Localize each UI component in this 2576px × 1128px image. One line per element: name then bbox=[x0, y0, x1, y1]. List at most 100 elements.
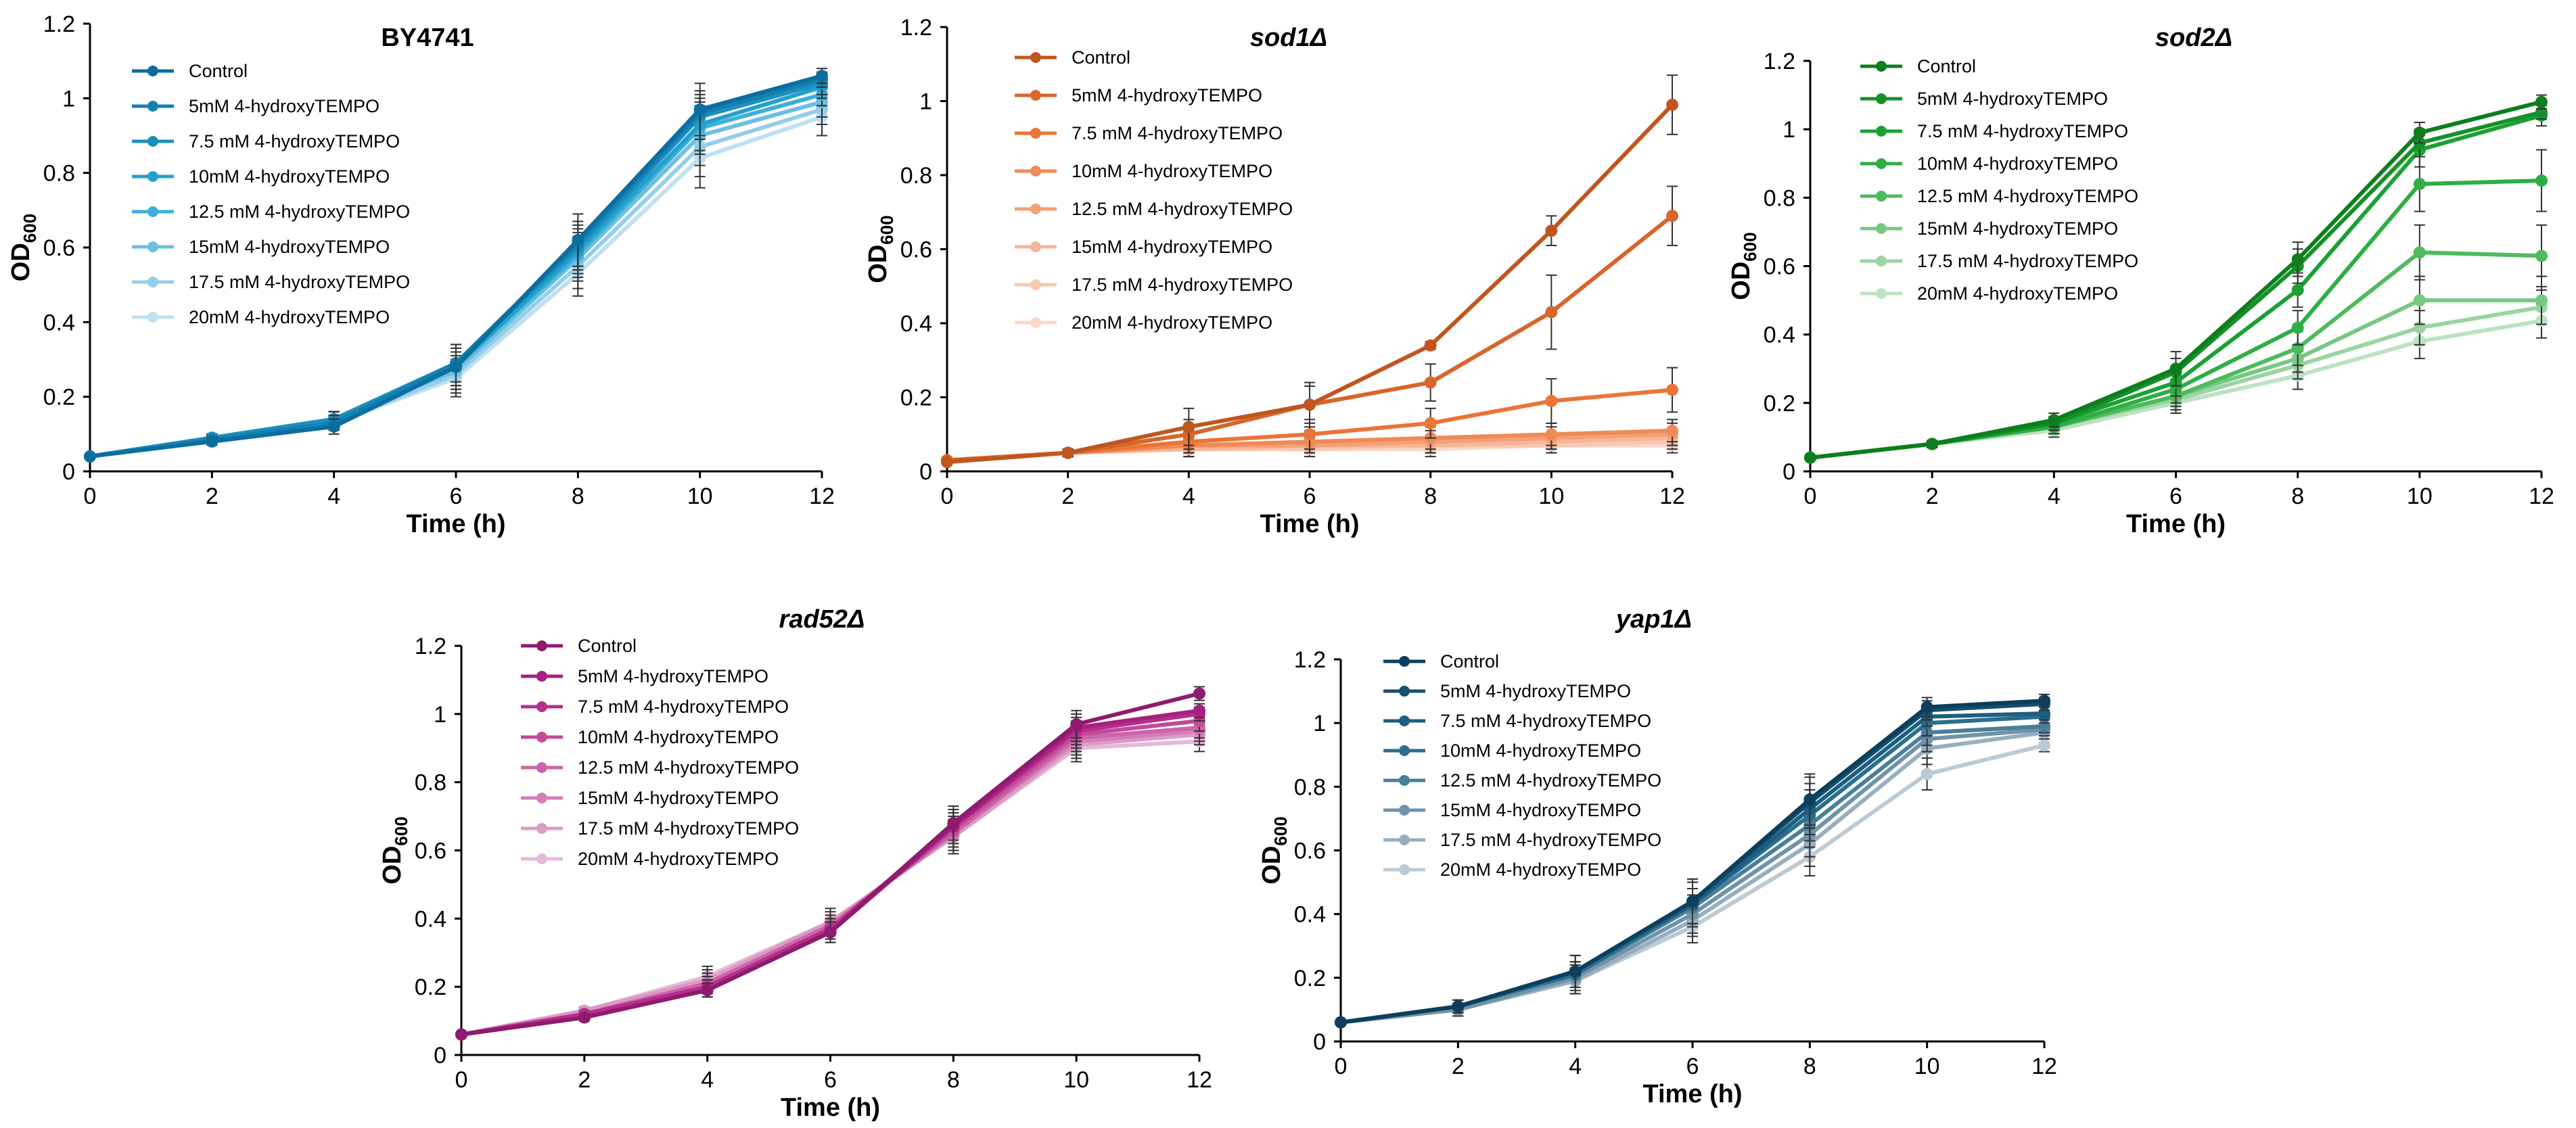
series-line bbox=[461, 726, 1200, 1037]
y-axis-title-subscript: 600 bbox=[391, 816, 411, 845]
legend-item: 17.5 mM 4-hydroxyTEMPO bbox=[1860, 251, 2138, 271]
series-1 bbox=[1804, 94, 2548, 464]
chart-panel-4: 0 0.2 0.4 0.6 0.8 1 1.2 0 2 4 6 8 10 12 Time (h) OD600 r… bbox=[378, 605, 1212, 1122]
legend-item: 17.5 mM 4-hydroxyTEMPO bbox=[132, 272, 410, 292]
data-point bbox=[1666, 383, 1678, 396]
x-tick-label: 6 bbox=[824, 1067, 837, 1093]
y-axis-title: OD600 bbox=[7, 214, 40, 281]
data-point bbox=[2038, 739, 2050, 752]
legend-label: 10mM 4-hydroxyTEMPO bbox=[578, 727, 779, 747]
data-point bbox=[2535, 95, 2548, 108]
data-point bbox=[1920, 701, 1933, 713]
x-axis-title: Time (h) bbox=[781, 1094, 880, 1122]
data-point bbox=[2038, 695, 2050, 707]
data-point bbox=[1061, 446, 1074, 459]
data-point bbox=[1193, 687, 1205, 700]
x-tick-label: 6 bbox=[1304, 484, 1316, 509]
legend-swatch-marker bbox=[1030, 166, 1041, 177]
legend-item: 7.5 mM 4-hydroxyTEMPO bbox=[1383, 711, 1651, 731]
legend-item: Control bbox=[1860, 56, 1976, 76]
legend-label: 20mM 4-hydroxyTEMPO bbox=[1917, 283, 2118, 304]
data-point bbox=[2413, 126, 2426, 139]
legend-label: 17.5 mM 4-hydroxyTEMPO bbox=[1072, 275, 1293, 295]
x-tick-label: 0 bbox=[455, 1067, 468, 1093]
legend-label: 20mM 4-hydroxyTEMPO bbox=[189, 307, 390, 327]
legend-item: 7.5 mM 4-hydroxyTEMPO bbox=[1015, 123, 1283, 143]
legend-item: 15mM 4-hydroxyTEMPO bbox=[132, 237, 390, 257]
data-point bbox=[455, 1028, 467, 1041]
legend-label: 15mM 4-hydroxyTEMPO bbox=[1072, 237, 1272, 257]
y-axis-title: OD600 bbox=[1727, 232, 1760, 300]
legend-label: 12.5 mM 4-hydroxyTEMPO bbox=[1440, 770, 1661, 791]
legend-label: 20mM 4-hydroxyTEMPO bbox=[1072, 312, 1272, 333]
legend-item: 5mM 4-hydroxyTEMPO bbox=[1383, 681, 1631, 701]
legend-item: 10mM 4-hydroxyTEMPO bbox=[132, 166, 390, 187]
series-8 bbox=[455, 730, 1205, 1041]
legend-item: 10mM 4-hydroxyTEMPO bbox=[521, 727, 779, 747]
legend-label: 7.5 mM 4-hydroxyTEMPO bbox=[1917, 121, 2128, 141]
data-point bbox=[1545, 428, 1558, 441]
y-tick-label: 0.2 bbox=[1764, 391, 1795, 417]
y-axis-title-main: OD bbox=[1258, 846, 1286, 885]
y-tick-label: 0.8 bbox=[1294, 774, 1326, 800]
legend-label: 12.5 mM 4-hydroxyTEMPO bbox=[1917, 186, 2138, 206]
y-tick-label: 0.2 bbox=[900, 385, 932, 411]
x-tick-label: 12 bbox=[2529, 484, 2554, 509]
data-point bbox=[2291, 321, 2304, 334]
legend-swatch-marker bbox=[536, 853, 547, 864]
data-point bbox=[1304, 398, 1316, 411]
legend-swatch-marker bbox=[147, 312, 158, 323]
legend-label: 10mM 4-hydroxyTEMPO bbox=[1072, 161, 1272, 181]
legend-label: 15mM 4-hydroxyTEMPO bbox=[1440, 800, 1641, 820]
legend-swatch-marker bbox=[1399, 864, 1410, 875]
legend-label: 15mM 4-hydroxyTEMPO bbox=[1917, 218, 2118, 239]
y-tick-label: 0 bbox=[434, 1043, 446, 1068]
chart-panel-3: 0 0.2 0.4 0.6 0.8 1 1.2 0 2 4 6 8 10 12 Time (h) OD600 s… bbox=[1727, 24, 2554, 538]
legend-label: 5mM 4-hydroxyTEMPO bbox=[1072, 85, 1262, 105]
data-point bbox=[2413, 246, 2426, 259]
legend-item: 12.5 mM 4-hydroxyTEMPO bbox=[1860, 186, 2138, 206]
y-axis-title-subscript: 600 bbox=[1270, 816, 1291, 845]
series-5 bbox=[1804, 224, 2548, 464]
legend-label: Control bbox=[189, 61, 248, 81]
legend-swatch-marker bbox=[1399, 686, 1410, 697]
series-1 bbox=[941, 74, 1678, 469]
data-point bbox=[1424, 339, 1437, 352]
legend-item: 20mM 4-hydroxyTEMPO bbox=[1015, 312, 1272, 333]
y-tick-label: 0 bbox=[1782, 459, 1795, 485]
legend-item: Control bbox=[521, 636, 637, 656]
x-tick-label: 4 bbox=[327, 484, 340, 509]
legend-label: 17.5 mM 4-hydroxyTEMPO bbox=[1917, 251, 2138, 271]
legend-label: 17.5 mM 4-hydroxyTEMPO bbox=[578, 818, 799, 839]
legend-item: 7.5 mM 4-hydroxyTEMPO bbox=[132, 131, 400, 151]
x-tick-label: 0 bbox=[941, 484, 954, 509]
data-point bbox=[578, 1011, 591, 1024]
legend-label: 17.5 mM 4-hydroxyTEMPO bbox=[1440, 830, 1661, 850]
data-point bbox=[1335, 1016, 1347, 1029]
y-tick-label: 1 bbox=[1313, 711, 1326, 736]
panel-title: sod1Δ bbox=[1250, 24, 1327, 52]
x-tick-label: 6 bbox=[450, 484, 463, 509]
data-point bbox=[2291, 283, 2304, 296]
y-tick-label: 1.2 bbox=[43, 11, 75, 37]
data-point bbox=[824, 926, 837, 939]
data-point bbox=[1666, 424, 1678, 437]
x-tick-label: 8 bbox=[947, 1067, 960, 1093]
legend-item: 20mM 4-hydroxyTEMPO bbox=[1860, 283, 2118, 304]
legend-swatch-marker bbox=[147, 277, 158, 287]
x-axis-title: Time (h) bbox=[1642, 1080, 1742, 1108]
y-tick-label: 0.2 bbox=[415, 974, 446, 1000]
legend-label: 7.5 mM 4-hydroxyTEMPO bbox=[1440, 711, 1651, 731]
legend-item: 5mM 4-hydroxyTEMPO bbox=[521, 666, 768, 686]
data-point bbox=[947, 817, 960, 830]
legend-label: 17.5 mM 4-hydroxyTEMPO bbox=[189, 272, 410, 292]
data-point bbox=[1070, 718, 1083, 730]
data-point bbox=[1686, 895, 1699, 908]
legend-swatch-marker bbox=[536, 762, 547, 773]
legend-swatch-marker bbox=[1876, 256, 1887, 266]
x-tick-label: 12 bbox=[2031, 1054, 2057, 1079]
data-point bbox=[1424, 417, 1437, 429]
data-point bbox=[2169, 362, 2182, 375]
chart-panel-1: 0 0.2 0.4 0.6 0.8 1 1.2 0 2 4 6 8 10 12 Time (h) OD600 B… bbox=[7, 11, 835, 538]
legend-swatch-marker bbox=[1030, 204, 1041, 214]
